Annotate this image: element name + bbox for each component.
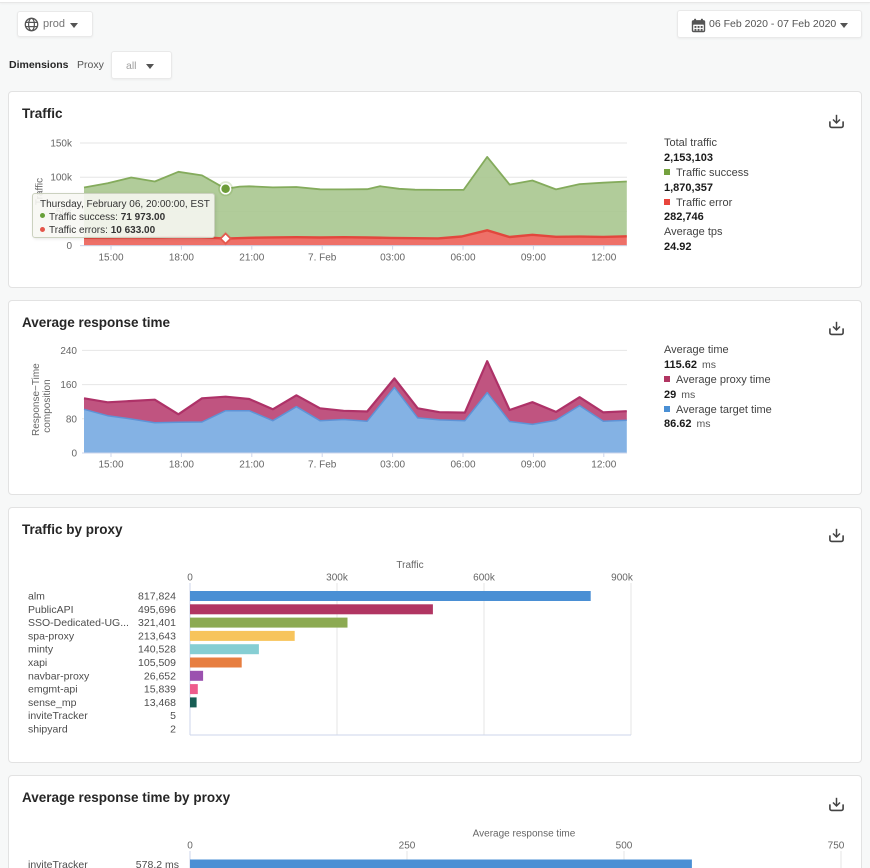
svg-text:inviteTracker: inviteTracker [28, 710, 88, 722]
svg-text:21:00: 21:00 [239, 460, 264, 471]
svg-text:750: 750 [828, 841, 845, 852]
svg-text:18:00: 18:00 [169, 252, 194, 263]
svg-text:240: 240 [60, 346, 77, 357]
svg-text:80: 80 [66, 414, 78, 425]
svg-text:7. Feb: 7. Feb [308, 460, 337, 471]
svg-text:7. Feb: 7. Feb [308, 252, 337, 263]
svg-text:5: 5 [170, 710, 176, 722]
svg-text:500: 500 [616, 841, 633, 852]
svg-text:105,509: 105,509 [138, 657, 176, 669]
svg-text:0: 0 [71, 449, 77, 460]
svg-text:xapi: xapi [28, 657, 47, 669]
svg-text:140,528: 140,528 [138, 644, 176, 656]
svg-text:alm: alm [28, 591, 45, 603]
svg-text:sense_mp: sense_mp [28, 697, 77, 709]
svg-text:Traffic: Traffic [396, 560, 423, 571]
svg-text:150k: 150k [50, 139, 73, 150]
svg-text:navbar-proxy: navbar-proxy [28, 670, 90, 682]
svg-text:emgmt-api: emgmt-api [28, 684, 78, 696]
svg-text:817,824: 817,824 [138, 591, 176, 603]
svg-text:03:00: 03:00 [380, 252, 405, 263]
svg-text:shipyard: shipyard [28, 724, 68, 736]
svg-text:inviteTracker: inviteTracker [28, 859, 88, 868]
svg-text:578.2 ms: 578.2 ms [136, 859, 179, 868]
svg-text:300k: 300k [326, 573, 349, 584]
svg-text:321,401: 321,401 [138, 617, 176, 629]
svg-text:250: 250 [399, 841, 416, 852]
svg-text:09:00: 09:00 [521, 252, 546, 263]
svg-text:SSO-Dedicated-UG...: SSO-Dedicated-UG... [28, 617, 129, 629]
svg-text:100k: 100k [50, 173, 73, 184]
svg-text:900k: 900k [611, 573, 634, 584]
svg-text:spa-proxy: spa-proxy [28, 630, 75, 642]
svg-text:0: 0 [187, 573, 193, 584]
svg-text:21:00: 21:00 [239, 252, 264, 263]
svg-text:12:00: 12:00 [591, 460, 616, 471]
svg-text:12:00: 12:00 [591, 252, 616, 263]
svg-text:06:00: 06:00 [450, 252, 475, 263]
svg-text:0: 0 [66, 241, 72, 252]
svg-text:160: 160 [60, 380, 77, 391]
svg-text:09:00: 09:00 [521, 460, 546, 471]
svg-text:15:00: 15:00 [98, 460, 123, 471]
svg-text:minty: minty [28, 644, 54, 656]
svg-text:PublicAPI: PublicAPI [28, 604, 74, 616]
svg-text:15,839: 15,839 [144, 684, 176, 696]
svg-text:213,643: 213,643 [138, 630, 176, 642]
svg-text:06:00: 06:00 [450, 460, 475, 471]
svg-text:18:00: 18:00 [169, 460, 194, 471]
svg-text:03:00: 03:00 [380, 460, 405, 471]
svg-text:0: 0 [187, 841, 193, 852]
svg-text:15:00: 15:00 [98, 252, 123, 263]
svg-text:600k: 600k [473, 573, 496, 584]
svg-text:13,468: 13,468 [144, 697, 176, 709]
svg-text:495,696: 495,696 [138, 604, 176, 616]
svg-text:2: 2 [170, 724, 176, 736]
svg-text:26,652: 26,652 [144, 670, 176, 682]
svg-text:Average response time: Average response time [473, 829, 576, 840]
